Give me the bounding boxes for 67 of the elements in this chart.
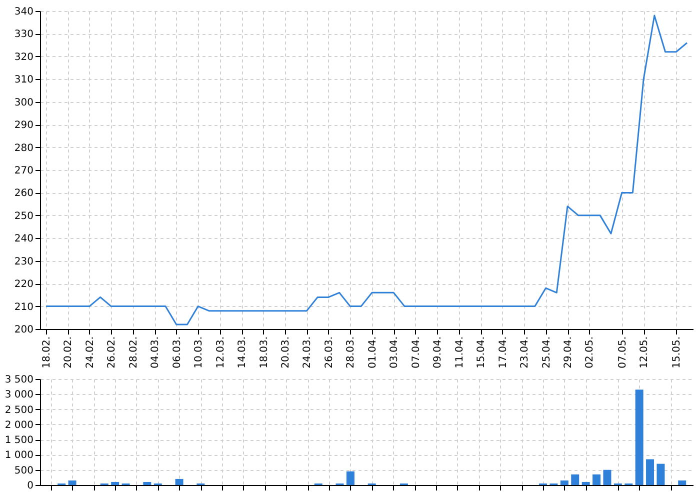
y-tick-label: 250 (14, 210, 34, 222)
x-tick-label: 29.04. (563, 336, 574, 368)
x-tick-label: 25.04. (541, 336, 552, 368)
x-tick-label: 14.03. (237, 336, 248, 368)
bar (111, 482, 120, 485)
bar (175, 478, 184, 485)
y-tick-label: 300 (14, 97, 34, 108)
y-tick-label: 340 (14, 6, 34, 18)
bar (603, 470, 612, 485)
bar (560, 480, 568, 485)
x-tick-label: 24.02. (84, 336, 96, 368)
x-tick-label: 18.03. (258, 336, 270, 368)
x-tick-label: 17.04. (498, 336, 509, 368)
y-tick-label: 0 (27, 480, 34, 492)
y-tick-label: 500 (14, 465, 34, 476)
y-tick-label: 280 (14, 142, 34, 154)
x-tick-label: 24.03. (302, 336, 314, 368)
x-tick-label: 28.02. (128, 336, 140, 368)
y-tick-label: 1 500 (4, 435, 34, 446)
x-tick-label: 20.02. (63, 336, 74, 368)
y-tick-label: 3 500 (4, 374, 34, 386)
bar (143, 482, 152, 485)
x-tick-label: 26.03. (324, 336, 335, 368)
y-tick-label: 290 (14, 120, 34, 132)
x-tick-label: 07.04. (410, 336, 422, 368)
bar (656, 464, 665, 485)
x-tick-label: 10.03. (194, 336, 205, 368)
x-tick-label: 26.02. (106, 336, 118, 368)
x-tick-label: 09.04. (432, 336, 444, 368)
x-tick-label: 11.04. (454, 336, 466, 368)
y-tick-label: 270 (14, 166, 34, 176)
x-tick-label: 20.03. (280, 336, 292, 368)
x-tick-label: 12.05. (639, 336, 650, 368)
x-tick-label: 15.05. (672, 336, 683, 368)
x-tick-label: 23.04. (520, 336, 531, 368)
y-tick-label: 1 000 (4, 450, 34, 462)
line-series (45, 14, 688, 326)
x-tick-label: 01.04. (367, 336, 378, 368)
bar (571, 474, 580, 485)
y-tick-label: 330 (14, 29, 34, 40)
bar (582, 482, 590, 485)
y-tick-label: 210 (14, 302, 34, 313)
y-tick-label: 220 (14, 279, 34, 290)
x-tick-label: 15.04. (476, 336, 488, 368)
y-tick-label: 230 (14, 256, 34, 268)
bar (678, 480, 686, 485)
y-tick-label: 310 (14, 74, 34, 86)
x-tick-label: 07.05. (617, 336, 628, 368)
y-tick-label: 320 (14, 52, 34, 63)
bar (646, 459, 654, 485)
x-tick-label: 03.04. (389, 336, 400, 368)
x-tick-label: 12.03. (215, 336, 226, 368)
bar (592, 474, 601, 485)
y-tick-label: 260 (14, 188, 34, 200)
y-tick-label: 3 000 (4, 390, 34, 401)
x-tick-label: 02.05. (584, 336, 596, 368)
y-tick-label: 200 (14, 324, 34, 336)
bar (68, 480, 76, 485)
bar (635, 390, 644, 485)
y-tick-label: 2 000 (4, 420, 34, 431)
y-tick-label: 240 (14, 234, 34, 245)
x-tick-label: 18.02. (41, 336, 52, 368)
bar (346, 471, 354, 485)
x-tick-label: 28.03. (346, 336, 357, 368)
x-tick-label: 06.03. (172, 336, 183, 368)
y-tick-label: 2 500 (4, 404, 34, 416)
x-tick-label: 04.03. (150, 336, 162, 368)
